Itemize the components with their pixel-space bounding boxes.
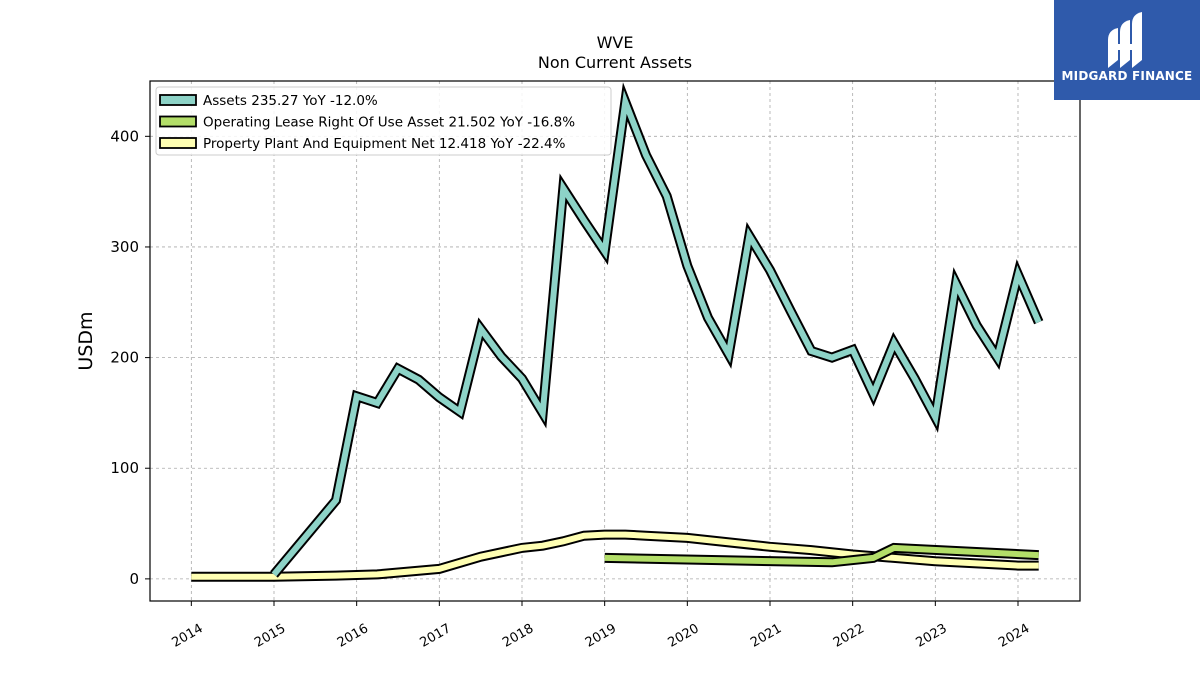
brand-logo: MIDGARD FINANCE [1054, 0, 1200, 100]
plot-area-frame [149, 80, 1081, 602]
y-tick-label: 400 [110, 127, 139, 145]
y-tick-label: 200 [110, 349, 139, 367]
series-line [604, 544, 1039, 566]
x-tick-label: 2020 [666, 621, 702, 651]
x-tick-label: 2014 [170, 621, 206, 651]
series-2 [191, 529, 1039, 582]
series-layer [191, 82, 1044, 582]
legend-entry: Assets 235.27 YoY -12.0% [203, 93, 378, 109]
chart-subtitle: Non Current Assets [538, 53, 692, 72]
legend: Assets 235.27 YoY -12.0% Operating Lease … [155, 86, 612, 156]
chart-title: WVE [597, 33, 634, 52]
y-tick-label: 100 [110, 459, 139, 477]
brand-name: MIDGARD FINANCE [1061, 69, 1193, 83]
x-tick-label: 2021 [748, 621, 784, 651]
series-0 [270, 82, 1044, 578]
legend-entry: Operating Lease Right Of Use Asset 21.50… [203, 115, 575, 131]
series-line [271, 90, 1042, 577]
series-line [191, 531, 1039, 580]
legend-swatch [159, 94, 197, 106]
x-tick-label: 2022 [831, 621, 867, 651]
y-axis: 0 100 200 300 400 [110, 127, 150, 588]
series-1 [604, 542, 1039, 568]
x-tick-label: 2016 [335, 621, 371, 651]
x-tick-label: 2023 [914, 621, 950, 651]
x-tick-label: 2017 [418, 621, 454, 651]
x-tick-label: 2024 [996, 621, 1032, 651]
y-axis-label: USDm [75, 311, 97, 370]
y-tick-label: 0 [129, 570, 139, 588]
legend-swatch [159, 137, 197, 149]
legend-box [155, 86, 612, 156]
y-tick-label: 300 [110, 238, 139, 256]
legend-swatch [159, 115, 197, 128]
x-tick-label: 2018 [500, 621, 536, 651]
grid-lines [150, 81, 1080, 601]
x-tick-label: 2015 [252, 621, 288, 651]
x-tick-label: 2019 [583, 621, 619, 651]
brand-mark-icon [1108, 12, 1142, 68]
x-axis: 2014 2015 2016 2017 2018 2019 2020 2021 2022 2023… [170, 601, 1032, 651]
legend-entry: Property Plant And Equipment Net 12.418 … [203, 136, 566, 152]
